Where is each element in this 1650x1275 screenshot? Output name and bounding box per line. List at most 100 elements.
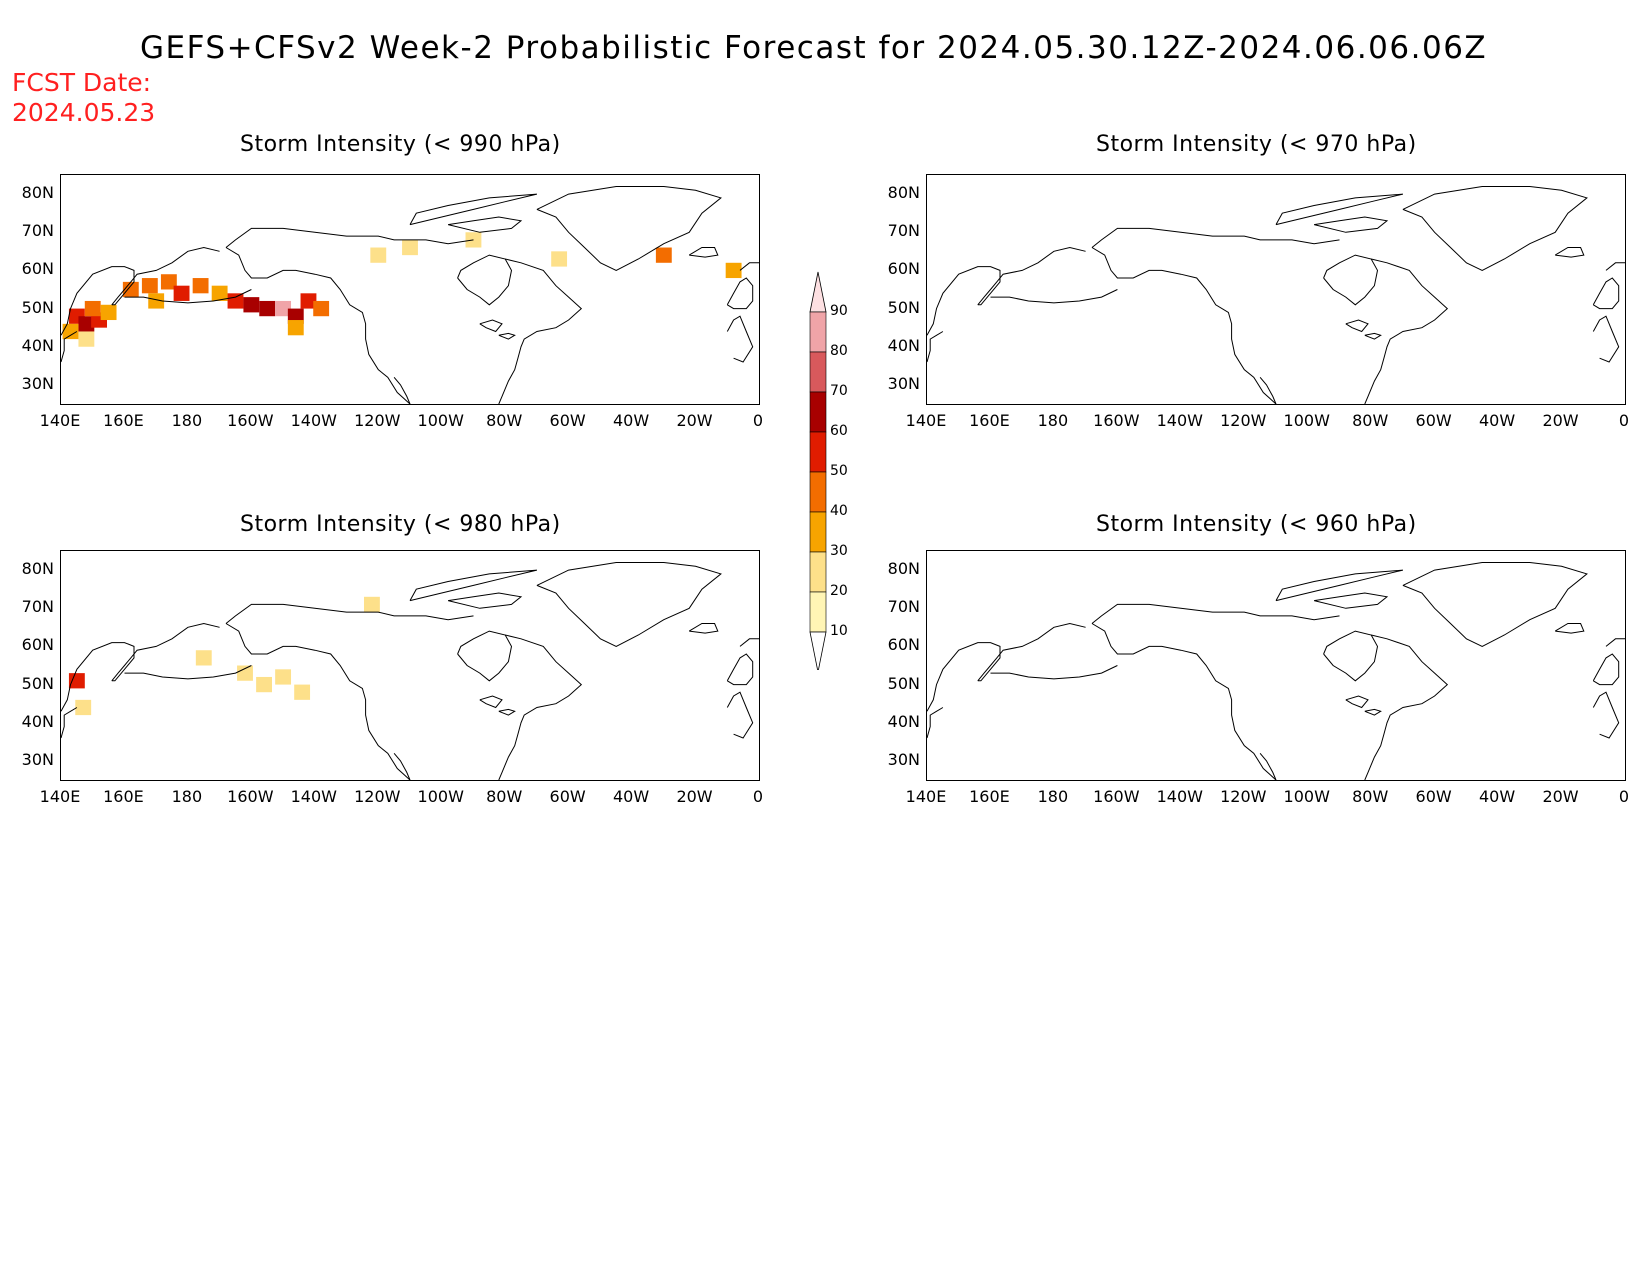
- latitude-tick-label: 80N: [887, 183, 920, 203]
- latitude-tick-label: 30N: [887, 373, 920, 393]
- coastline: [739, 262, 759, 271]
- longitude-tick-label: 80W: [486, 787, 523, 806]
- coastline: [1364, 708, 1382, 716]
- colorbar-segment: [809, 431, 827, 473]
- longitude-tick-label: 180: [171, 411, 203, 430]
- coastline: [927, 707, 944, 739]
- longitude-tick-label: 160W: [227, 787, 274, 806]
- probability-cell: [68, 673, 85, 689]
- coastline: [726, 277, 754, 310]
- longitude-tick-label: 0: [1618, 411, 1630, 430]
- longitude-tick-label: 20W: [676, 787, 713, 806]
- longitude-tick-label: 60W: [549, 411, 586, 430]
- coastline: [479, 695, 503, 709]
- main-title: GEFS+CFSv2 Week-2 Probabilistic Forecast…: [140, 30, 1488, 66]
- map-svg-p990: [61, 186, 759, 404]
- longitude-tick-label: 120W: [1220, 411, 1267, 430]
- probability-cell: [227, 293, 244, 309]
- latitude-tick-label: 60N: [887, 259, 920, 279]
- coastline: [927, 331, 944, 363]
- latitude-tick-label: 50N: [21, 673, 54, 693]
- probability-cell: [78, 316, 95, 332]
- colorbar-level-label: 20: [830, 583, 848, 599]
- map-panel-960: [926, 550, 1626, 781]
- probability-cell: [655, 247, 672, 263]
- probability-cell: [122, 281, 139, 298]
- coastline: [977, 622, 1086, 682]
- coastline: [927, 266, 1001, 336]
- coastline: [457, 630, 513, 682]
- coastline: [1275, 569, 1404, 602]
- longitude-tick-label: 140W: [1156, 787, 1203, 806]
- coastline: [498, 708, 516, 716]
- coastline: [124, 289, 252, 304]
- coastline: [1592, 315, 1620, 363]
- probability-cell: [725, 262, 742, 279]
- panel-title-990: Storm Intensity (< 990 hPa): [240, 132, 561, 157]
- latitude-tick-label: 40N: [887, 711, 920, 731]
- longitude-tick-label: 120W: [354, 787, 401, 806]
- coastline: [1323, 254, 1379, 306]
- latitude-tick-label: 50N: [887, 673, 920, 693]
- coastline: [225, 623, 411, 780]
- coastline: [1592, 653, 1620, 686]
- colorbar-level-label: 10: [830, 623, 848, 639]
- coastline: [1323, 630, 1379, 682]
- probability-cell: [275, 300, 292, 317]
- map-svg-p980: [61, 562, 759, 780]
- coastline: [977, 246, 1086, 306]
- latitude-tick-label: 80N: [21, 559, 54, 579]
- longitude-tick-label: 20W: [676, 411, 713, 430]
- coastline: [447, 592, 523, 609]
- colorbar-level-label: 70: [830, 383, 848, 399]
- coastline: [1554, 623, 1585, 634]
- longitude-tick-label: 40W: [1478, 411, 1516, 430]
- longitude-tick-label: 100W: [417, 411, 464, 430]
- coastline: [536, 562, 722, 647]
- longitude-tick-label: 80W: [1352, 787, 1389, 806]
- longitude-tick-label: 80W: [1352, 411, 1389, 430]
- longitude-tick-label: 40W: [1478, 787, 1516, 806]
- probability-cell: [78, 331, 95, 347]
- longitude-tick-label: 140W: [290, 411, 337, 430]
- probability-cell: [62, 323, 79, 340]
- forecast-date-label: FCST Date:: [12, 68, 152, 97]
- coastline: [1313, 216, 1389, 233]
- latitude-tick-label: 60N: [887, 635, 920, 655]
- colorbar-segment: [809, 351, 827, 393]
- probability-cell: [256, 676, 272, 693]
- coastline: [225, 227, 474, 248]
- coastline: [1592, 691, 1620, 739]
- colorbar-level-label: 50: [830, 463, 848, 479]
- probability-cell: [370, 247, 387, 263]
- colorbar-segment: [809, 311, 827, 353]
- coastline: [536, 186, 722, 271]
- colorbar-level-label: 60: [830, 423, 848, 439]
- latitude-tick-label: 70N: [21, 597, 54, 617]
- coastline: [457, 254, 513, 306]
- coastline: [409, 193, 538, 226]
- coastline: [1091, 603, 1340, 624]
- panel-title-970: Storm Intensity (< 970 hPa): [1096, 132, 1417, 157]
- coastline: [1275, 193, 1404, 226]
- longitude-tick-label: 120W: [354, 411, 401, 430]
- probability-cell: [300, 293, 317, 309]
- probability-cell: [243, 297, 260, 313]
- coastline: [111, 622, 220, 682]
- colorbar-top-arrow: [809, 271, 827, 313]
- coastline: [726, 691, 754, 739]
- latitude-tick-label: 40N: [21, 335, 54, 355]
- coastline: [61, 642, 135, 712]
- longitude-tick-label: 160W: [1093, 411, 1140, 430]
- coastline: [1364, 634, 1449, 780]
- coastline: [225, 247, 411, 404]
- latitude-tick-label: 70N: [887, 221, 920, 241]
- coastline: [1313, 592, 1389, 609]
- longitude-tick-label: 80W: [486, 411, 523, 430]
- probability-cell: [551, 251, 568, 267]
- coastline: [990, 289, 1118, 304]
- colorbar-bottom-arrow: [809, 631, 827, 670]
- longitude-tick-label: 160E: [969, 411, 1010, 430]
- probability-cell: [287, 308, 304, 324]
- longitude-tick-label: 100W: [1283, 787, 1330, 806]
